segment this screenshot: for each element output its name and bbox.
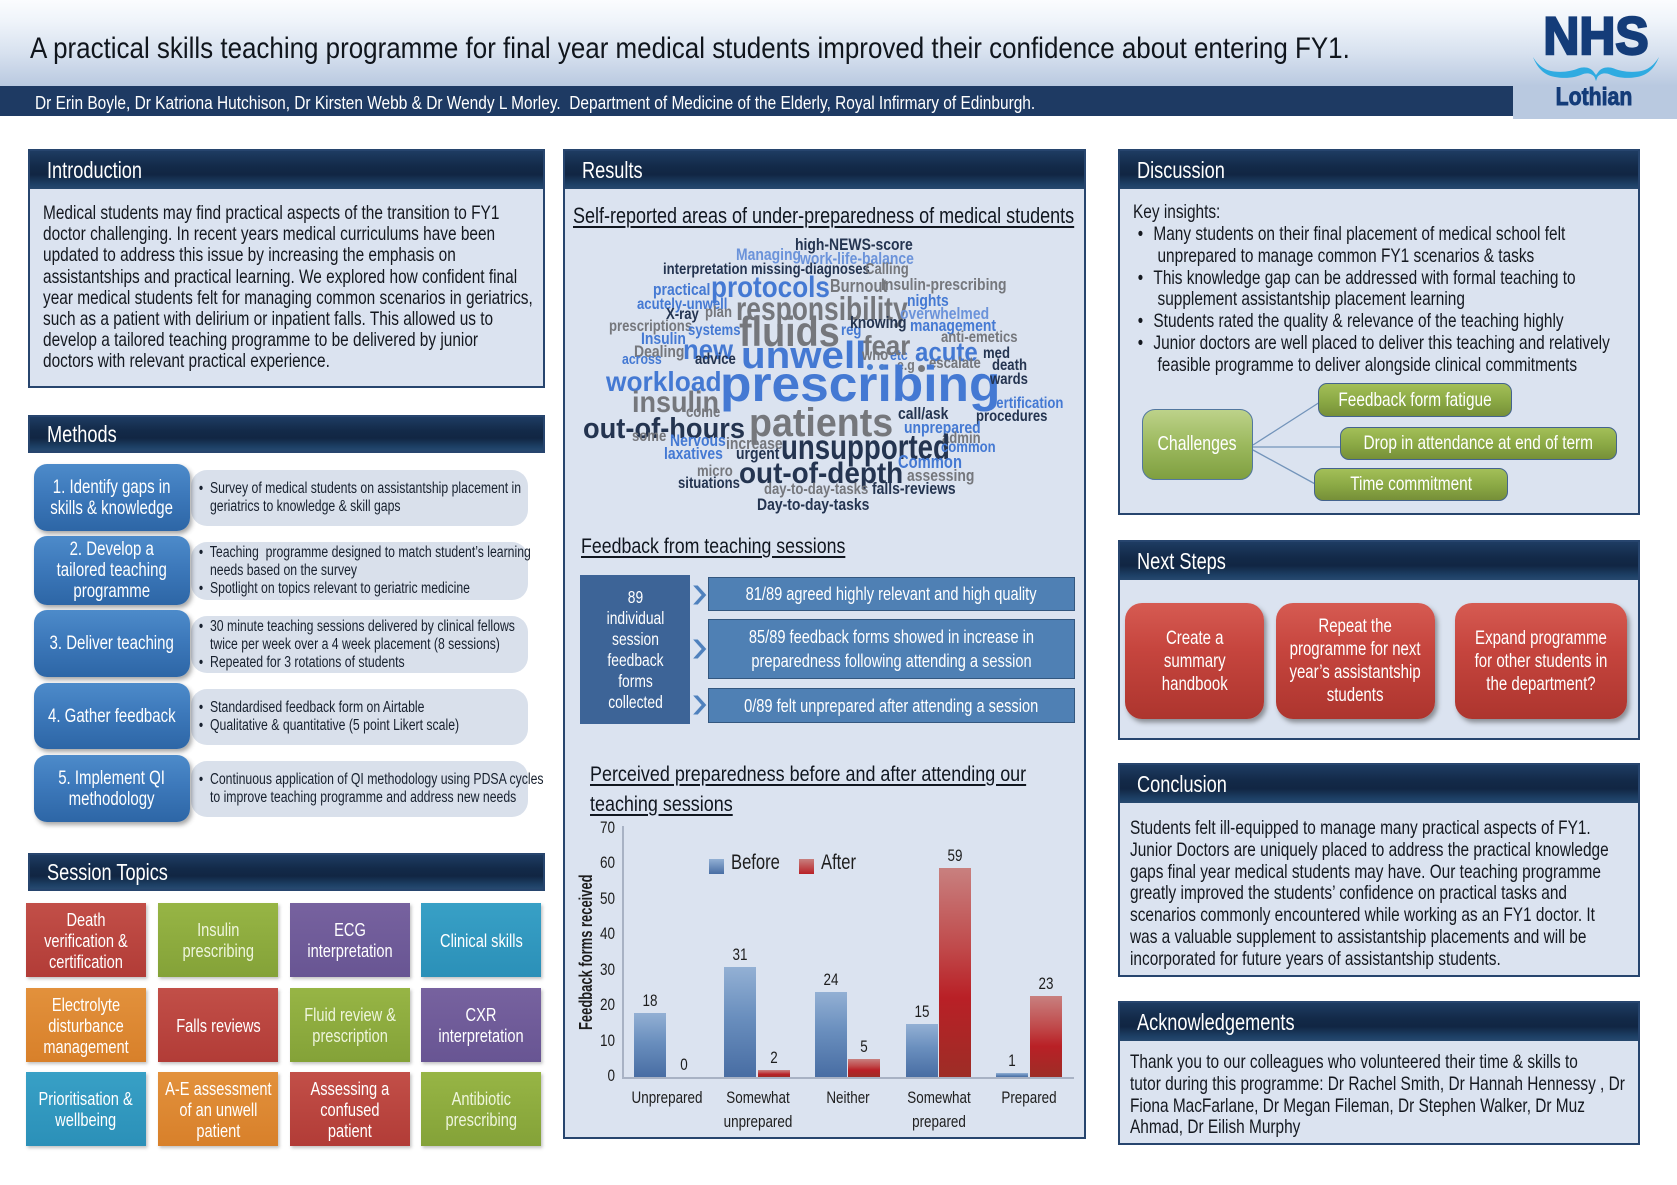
svg-text:Lothian: Lothian (1556, 82, 1633, 110)
svg-text:NHS: NHS (1543, 8, 1648, 65)
